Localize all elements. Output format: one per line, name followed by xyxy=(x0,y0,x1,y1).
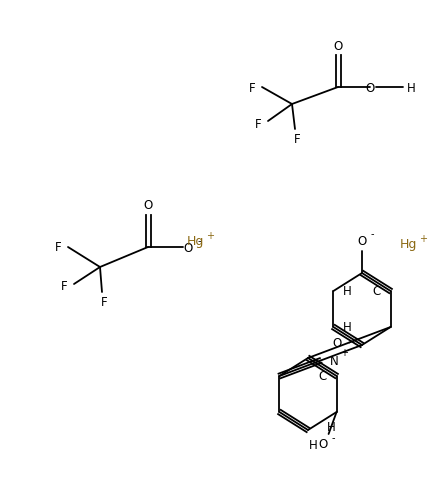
Text: +: + xyxy=(340,348,348,358)
Text: F: F xyxy=(294,133,301,146)
Text: H: H xyxy=(343,285,352,298)
Text: O: O xyxy=(333,39,343,52)
Text: Hg: Hg xyxy=(186,235,204,248)
Text: -: - xyxy=(370,228,374,239)
Text: H: H xyxy=(407,81,415,94)
Text: O: O xyxy=(333,336,342,349)
Text: F: F xyxy=(55,241,61,254)
Text: H: H xyxy=(327,420,336,433)
Text: H: H xyxy=(343,321,352,334)
Text: O: O xyxy=(365,81,375,94)
Text: N: N xyxy=(330,354,339,367)
Text: O: O xyxy=(357,235,367,248)
Text: +: + xyxy=(419,233,427,243)
Text: F: F xyxy=(255,117,261,130)
Text: Hg: Hg xyxy=(399,238,417,251)
Text: F: F xyxy=(101,296,107,309)
Text: C: C xyxy=(318,370,327,383)
Text: C: C xyxy=(372,285,381,298)
Text: +: + xyxy=(206,230,214,240)
Text: -: - xyxy=(197,236,201,245)
Text: O: O xyxy=(143,199,152,212)
Text: -: - xyxy=(332,432,335,442)
Text: H: H xyxy=(309,439,317,452)
Text: O: O xyxy=(183,242,193,255)
Text: F: F xyxy=(249,81,255,94)
Text: F: F xyxy=(61,280,67,293)
Text: O: O xyxy=(318,438,327,451)
